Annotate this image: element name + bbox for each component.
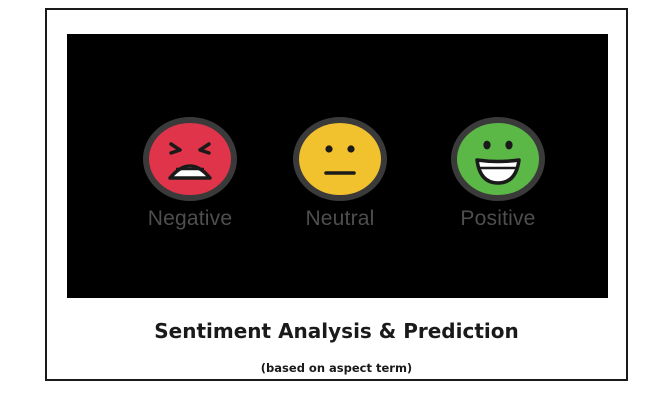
sentiment-panel: Negative Neutral Positive [67, 34, 608, 298]
figure-title: Sentiment Analysis & Prediction [154, 319, 519, 343]
positive-label: Positive [460, 207, 536, 230]
neutral-label: Neutral [305, 207, 375, 230]
neutral-face-icon [292, 116, 388, 202]
negative-label: Negative [147, 207, 233, 230]
figure-frame: Negative Neutral Positive Sentiment Anal… [45, 8, 628, 381]
happy-face-icon [450, 116, 546, 202]
sad-face-icon [142, 116, 238, 202]
figure-subtitle: (based on aspect term) [260, 361, 413, 375]
